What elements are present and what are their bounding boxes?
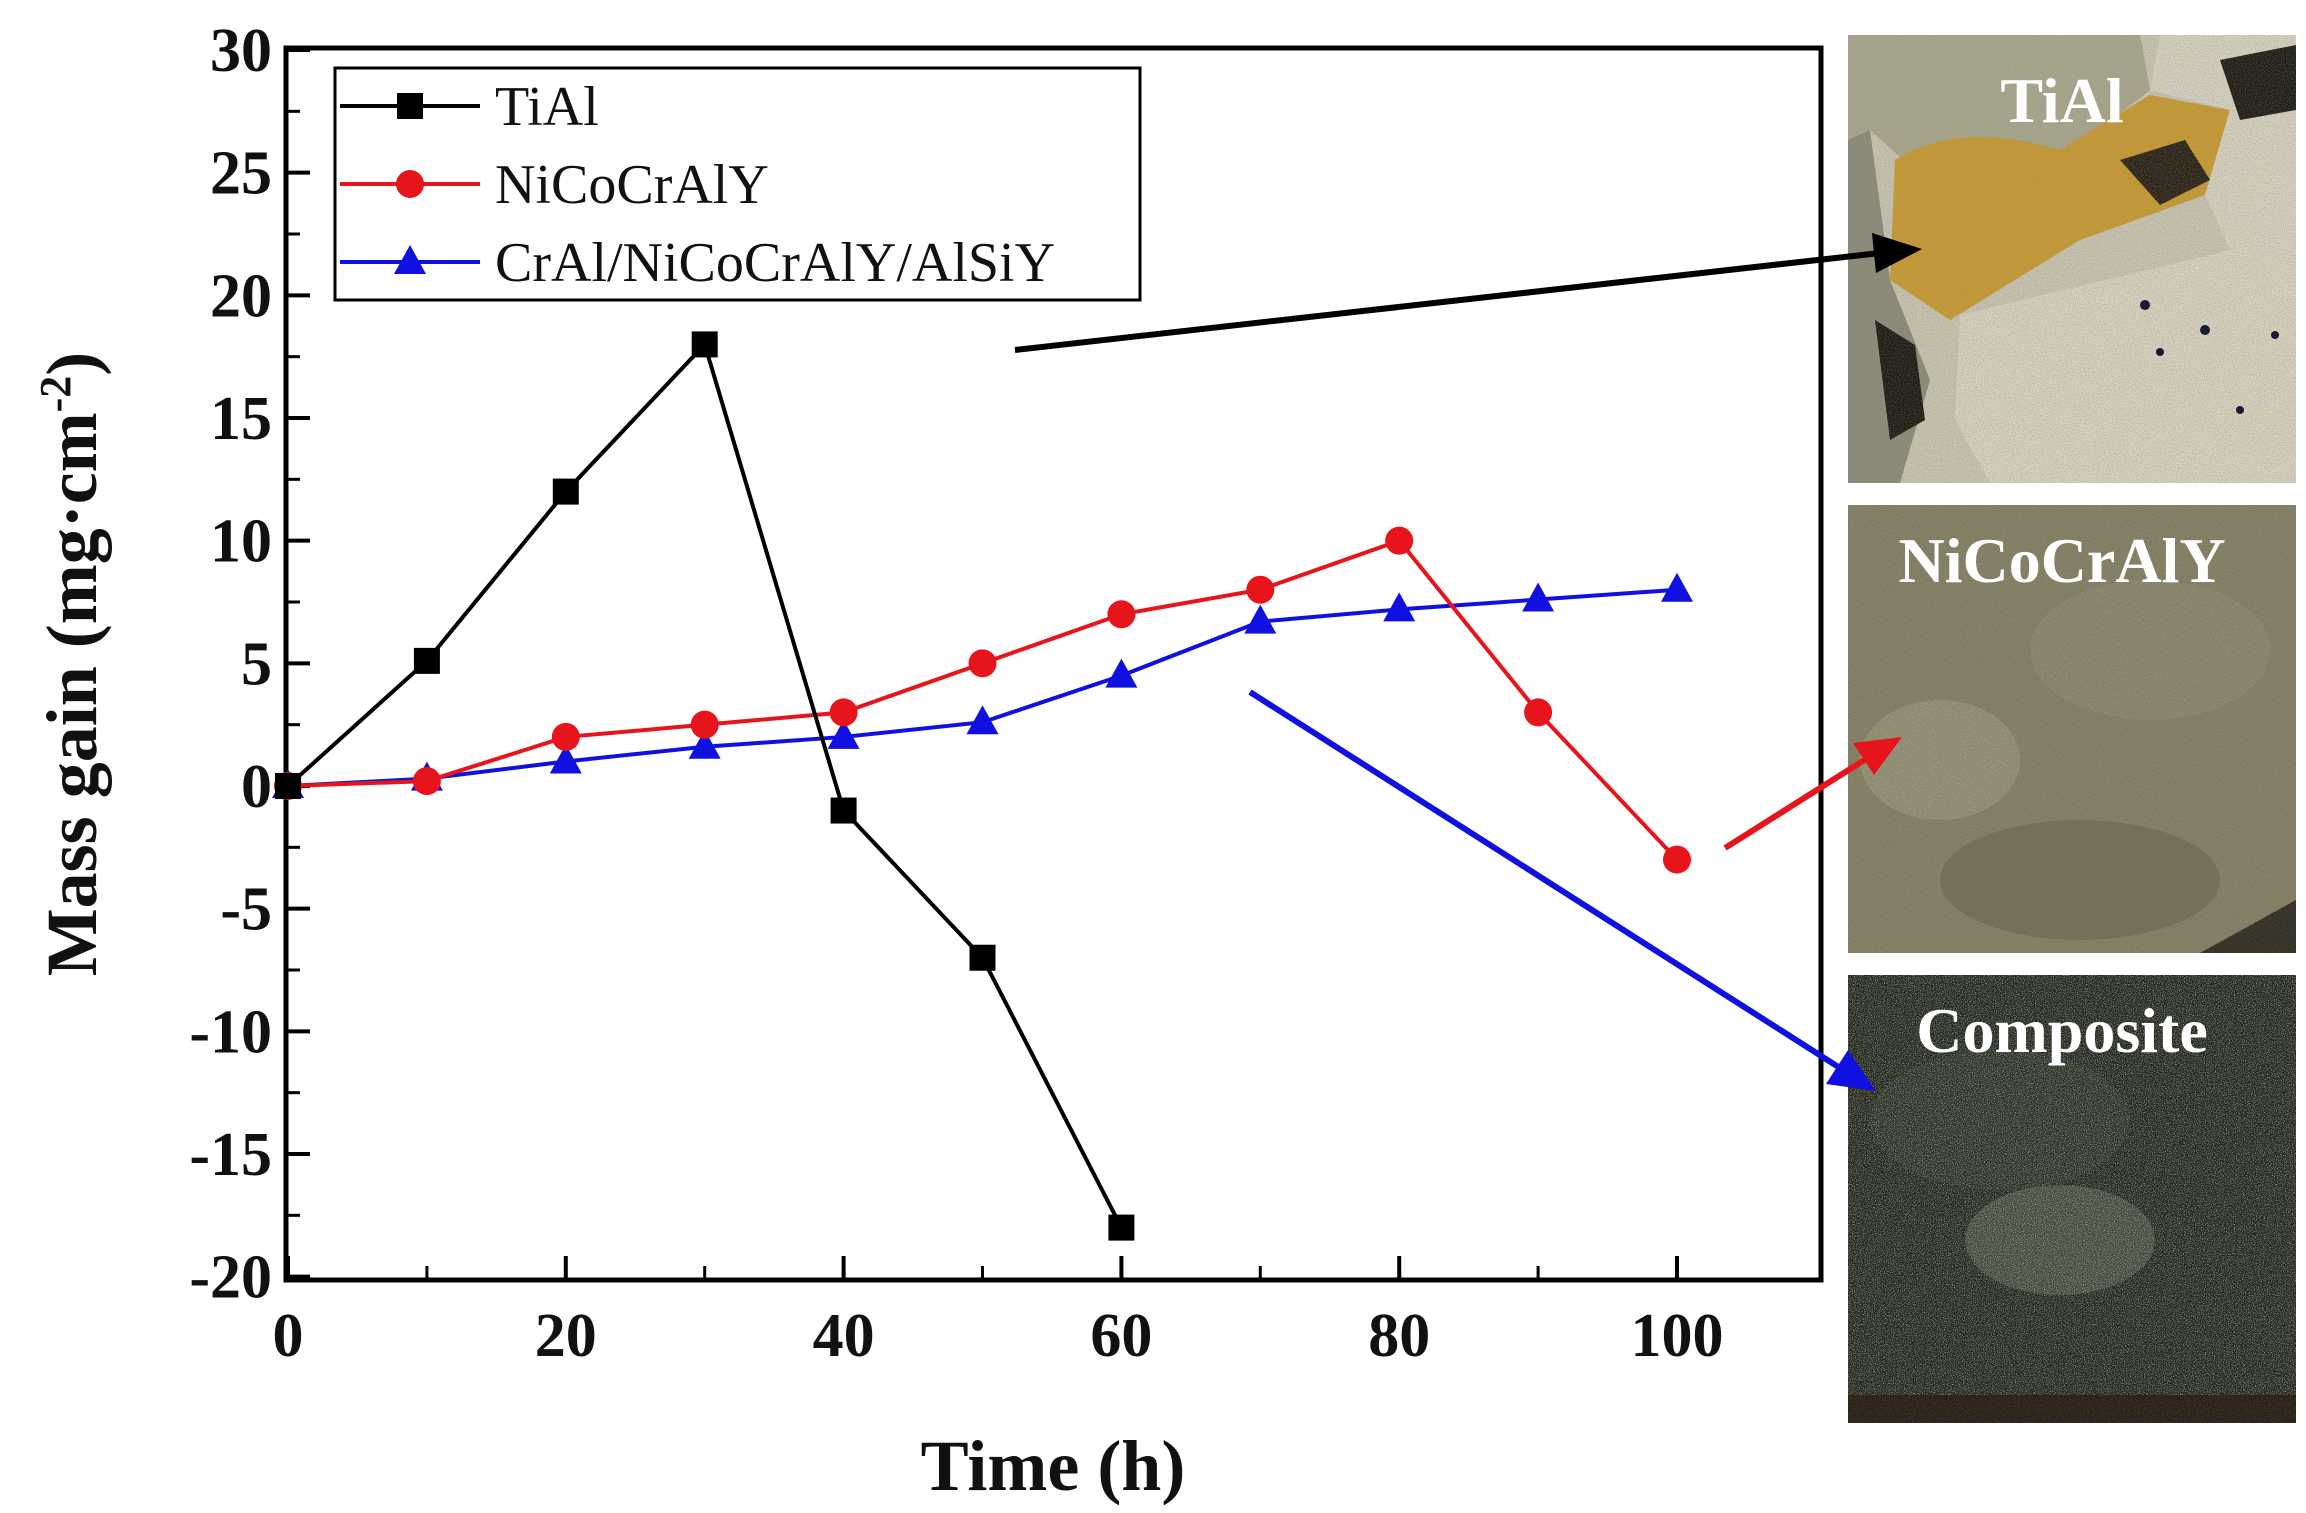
data-point-tial bbox=[691, 331, 718, 358]
data-point-tial bbox=[830, 797, 857, 824]
legend-item-tial: TiAl bbox=[340, 76, 599, 138]
series-line-tial bbox=[286, 340, 1124, 1229]
photo-panel-nicocraly: NiCoCrAlY bbox=[1848, 505, 2296, 953]
data-point-tial bbox=[275, 773, 301, 799]
arrow-tial bbox=[1014, 250, 1881, 353]
data-point-cral-nicocraly-alsiy bbox=[1522, 582, 1555, 612]
x-tick-label: 60 bbox=[1090, 1302, 1152, 1370]
y-axis-title-close: ) bbox=[32, 352, 112, 376]
y-tick-label: 30 bbox=[210, 17, 272, 85]
panel-label-nicocraly: NiCoCrAlY bbox=[1898, 525, 2225, 596]
y-tick-label: -15 bbox=[189, 1121, 272, 1189]
legend-label: TiAl bbox=[495, 76, 599, 138]
x-tick-label: 20 bbox=[535, 1302, 597, 1370]
y-axis-title-main: Mass gain (mg·cm bbox=[32, 412, 112, 976]
data-point-cral-nicocraly-alsiy bbox=[827, 719, 860, 749]
annotation-arrows bbox=[1014, 233, 1922, 1091]
legend-marker bbox=[396, 170, 424, 198]
x-tick-label: 80 bbox=[1368, 1302, 1430, 1370]
y-tick-label: -20 bbox=[189, 1244, 272, 1312]
data-point-nicocraly bbox=[1524, 698, 1553, 727]
legend-item-nicocraly: NiCoCrAlY bbox=[340, 154, 769, 216]
y-tick-label: 20 bbox=[210, 262, 272, 330]
x-axis-ticks: 0 20 40 60 80 100 bbox=[273, 1256, 1724, 1370]
data-point-cral-nicocraly-alsiy bbox=[966, 705, 999, 735]
data-point-cral-nicocraly-alsiy bbox=[549, 744, 582, 774]
y-tick-label: -5 bbox=[220, 876, 272, 944]
arrow-nicocraly-head bbox=[1853, 737, 1902, 775]
series-tial bbox=[275, 331, 1135, 1241]
legend-label: CrAl/NiCoCrAlY/AlSiY bbox=[495, 232, 1055, 294]
series-line-cral-nicocraly-alsiy bbox=[287, 587, 1678, 788]
x-tick-label: 100 bbox=[1631, 1302, 1724, 1370]
legend: TiAl NiCoCrAlY CrAl/NiCoCrAlY/AlSiY bbox=[333, 66, 1142, 302]
y-tick-label: 10 bbox=[210, 508, 272, 576]
data-point-nicocraly bbox=[690, 710, 719, 739]
data-point-tial bbox=[1108, 1214, 1135, 1241]
data-point-cral-nicocraly-alsiy bbox=[688, 729, 721, 759]
data-point-cral-nicocraly-alsiy bbox=[1244, 604, 1277, 634]
photo-panel-composite: Composite bbox=[1848, 975, 2296, 1423]
arrow-tial-head bbox=[1872, 233, 1922, 273]
panel-label-tial: TiAl bbox=[2000, 65, 2123, 136]
y-axis-title-superscript: -2 bbox=[31, 376, 80, 413]
y-tick-label: 25 bbox=[210, 140, 272, 208]
y-axis-title: Mass gain (mg·cm-2) bbox=[31, 352, 112, 977]
y-axis-ticks: 30 25 20 15 10 5 0 -5 -10 -15 -20 bbox=[189, 17, 310, 1312]
data-point-nicocraly bbox=[412, 767, 441, 796]
arrow-composite bbox=[1248, 689, 1842, 1071]
data-point-nicocraly bbox=[829, 698, 858, 727]
data-point-nicocraly bbox=[1663, 845, 1691, 874]
panel-label-composite: Composite bbox=[1916, 995, 2208, 1066]
data-point-nicocraly bbox=[1246, 575, 1275, 604]
data-point-cral-nicocraly-alsiy bbox=[1661, 572, 1693, 602]
data-point-tial bbox=[413, 647, 440, 674]
plot-frame bbox=[283, 45, 1824, 1283]
x-tick-label: 0 bbox=[273, 1302, 304, 1370]
y-tick-label: -10 bbox=[189, 998, 272, 1066]
photo-panel-tial: TiAl bbox=[1848, 35, 2296, 483]
y-tick-label: 0 bbox=[241, 753, 272, 821]
data-point-nicocraly bbox=[1385, 526, 1414, 555]
series-nicocraly bbox=[274, 526, 1691, 874]
data-point-nicocraly bbox=[1107, 600, 1136, 629]
legend-item-cral-nicocraly-alsiy: CrAl/NiCoCrAlY/AlSiY bbox=[340, 232, 1055, 294]
legend-marker bbox=[397, 93, 423, 119]
y-tick-label: 15 bbox=[210, 385, 272, 453]
data-point-tial bbox=[552, 478, 579, 505]
data-point-nicocraly bbox=[551, 722, 580, 751]
series-layer bbox=[272, 331, 1693, 1241]
plot-area: 30 25 20 15 10 5 0 -5 -10 -15 -20 0 20 40 60 80 100 bbox=[189, 17, 1824, 1370]
legend-label: NiCoCrAlY bbox=[495, 154, 769, 216]
x-axis-title: Time (h) bbox=[921, 1426, 1186, 1506]
legend-marker bbox=[394, 245, 426, 274]
data-point-cral-nicocraly-alsiy bbox=[1105, 658, 1138, 688]
data-point-nicocraly bbox=[968, 649, 997, 678]
series-cral-nicocraly-alsiy bbox=[272, 572, 1693, 798]
y-tick-label: 5 bbox=[241, 630, 272, 698]
series-line-nicocraly bbox=[287, 538, 1679, 861]
x-tick-label: 40 bbox=[813, 1302, 875, 1370]
data-point-tial bbox=[969, 944, 996, 971]
arrow-nicocraly bbox=[1723, 756, 1868, 851]
legend-items: TiAl NiCoCrAlY CrAl/NiCoCrAlY/AlSiY bbox=[340, 76, 1055, 294]
data-point-cral-nicocraly-alsiy bbox=[1383, 592, 1416, 622]
arrow-composite-head bbox=[1826, 1050, 1876, 1091]
